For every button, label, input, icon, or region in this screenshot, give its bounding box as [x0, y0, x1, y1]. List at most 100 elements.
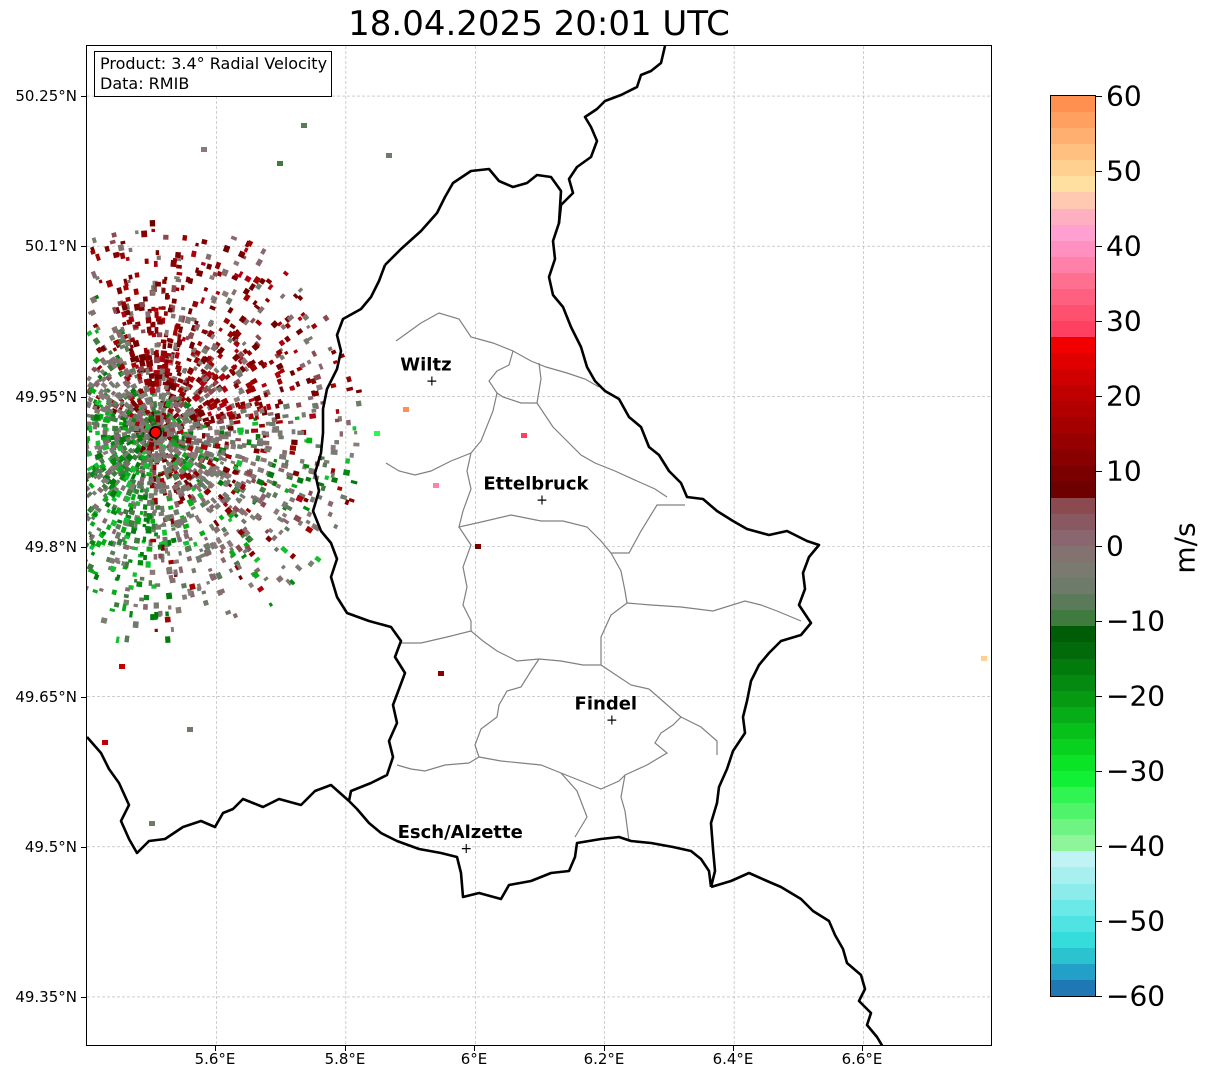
echo-pixel [129, 610, 134, 618]
echo-pixel [218, 372, 227, 382]
echo-pixel [265, 278, 273, 285]
echo-pixel [167, 338, 174, 344]
echo-pixel [95, 540, 103, 548]
echo-pixel [110, 434, 115, 441]
colorbar-tick-label: −60 [1106, 979, 1166, 1013]
echo-pixel [323, 459, 330, 464]
echo-pixel [224, 496, 232, 503]
echo-pixel [140, 454, 147, 461]
echo-pixel [171, 298, 177, 304]
echo-pixel [116, 465, 125, 474]
echo-pixel [190, 473, 196, 479]
echo-pixel [195, 555, 203, 564]
colorbar-segment [1051, 320, 1095, 338]
echo-pixel [216, 270, 223, 277]
echo-pixel [121, 304, 128, 311]
echo-pixel [191, 300, 199, 308]
echo-pixel [291, 429, 296, 435]
echo-pixel [293, 349, 299, 354]
echo-pixel [201, 238, 208, 245]
echo-pixel [220, 397, 229, 406]
echo-pixel [122, 522, 130, 527]
echo-pixel [253, 304, 261, 311]
lon-tick-label: 5.6°E [194, 1050, 236, 1068]
colorbar-segment [1051, 705, 1095, 723]
echo-pixel [183, 472, 191, 481]
echo-pixel [87, 514, 92, 522]
colorbar-segment [1051, 753, 1095, 771]
colorbar-segment [1051, 175, 1095, 193]
echo-pixel [259, 407, 265, 414]
echo-pixel [173, 472, 181, 478]
echo-pixel [139, 510, 144, 516]
colorbar-segment [1051, 255, 1095, 273]
echo-pixel [350, 479, 358, 485]
echo-pixel [301, 123, 307, 128]
colorbar-tick-label: −10 [1106, 604, 1166, 638]
echo-pixel [179, 425, 184, 430]
colorbar-segment [1051, 625, 1095, 643]
echo-pixel [280, 564, 286, 570]
echo-pixel [110, 507, 117, 515]
echo-pixel [151, 228, 155, 233]
echo-pixel [187, 445, 194, 452]
colorbar-segment [1051, 866, 1095, 884]
echo-pixel [166, 551, 171, 556]
echo-pixel [275, 348, 283, 356]
echo-pixel [201, 590, 207, 595]
echo-pixel [107, 402, 113, 408]
echo-pixel [167, 372, 173, 377]
echo-pixel [118, 510, 124, 516]
echo-pixel [300, 311, 306, 317]
echo-pixel [112, 339, 120, 346]
echo-pixel [120, 412, 128, 419]
radar-map[interactable]: + Wiltz + Ettelbruck + Findel + Esch/Alzette [86, 45, 992, 1046]
echo-pixel [102, 371, 108, 377]
echo-pixel [97, 391, 107, 401]
echo-pixel [157, 544, 162, 550]
echo-pixel [123, 534, 130, 540]
echo-pixel [101, 436, 108, 441]
echo-pixel [177, 377, 184, 384]
echo-pixel [105, 524, 112, 531]
colorbar-segment [1051, 480, 1095, 498]
echo-pixel [150, 538, 157, 543]
echo-pixel [248, 359, 257, 367]
echo-pixel [228, 368, 234, 374]
echo-pixel [186, 357, 192, 363]
echo-pixel [87, 563, 95, 571]
echo-pixel [207, 387, 216, 396]
echo-pixel [216, 414, 221, 420]
echo-pixel [192, 470, 200, 478]
echo-pixel [348, 497, 355, 503]
echo-pixel [145, 525, 151, 531]
echo-pixel [174, 351, 180, 359]
echo-pixel [305, 377, 312, 385]
echo-pixel [98, 279, 103, 284]
echo-pixel [201, 328, 208, 335]
echo-pixel [386, 153, 392, 158]
echo-pixel [177, 439, 186, 446]
echo-pixel [160, 394, 167, 402]
echo-pixel [155, 505, 161, 510]
echo-pixel [227, 426, 234, 431]
echo-pixel [182, 234, 188, 241]
echo-pixel [163, 311, 168, 315]
echo-pixel [330, 472, 336, 479]
colorbar-tick-mark [1096, 771, 1102, 772]
echo-pixel [201, 355, 209, 364]
echo-pixel [167, 343, 173, 349]
echo-pixel [220, 364, 229, 373]
echo-pixel [330, 349, 337, 355]
echo-pixel [188, 376, 196, 384]
echo-pixel [105, 556, 112, 563]
echo-pixel [153, 554, 158, 560]
echo-pixel [122, 553, 128, 560]
echo-pixel [255, 258, 264, 267]
echo-pixel [111, 232, 117, 238]
echo-pixel [144, 397, 151, 405]
echo-pixel [180, 516, 188, 524]
echo-pixel [257, 466, 265, 474]
echo-pixel [148, 493, 155, 499]
echo-pixel [330, 449, 338, 456]
